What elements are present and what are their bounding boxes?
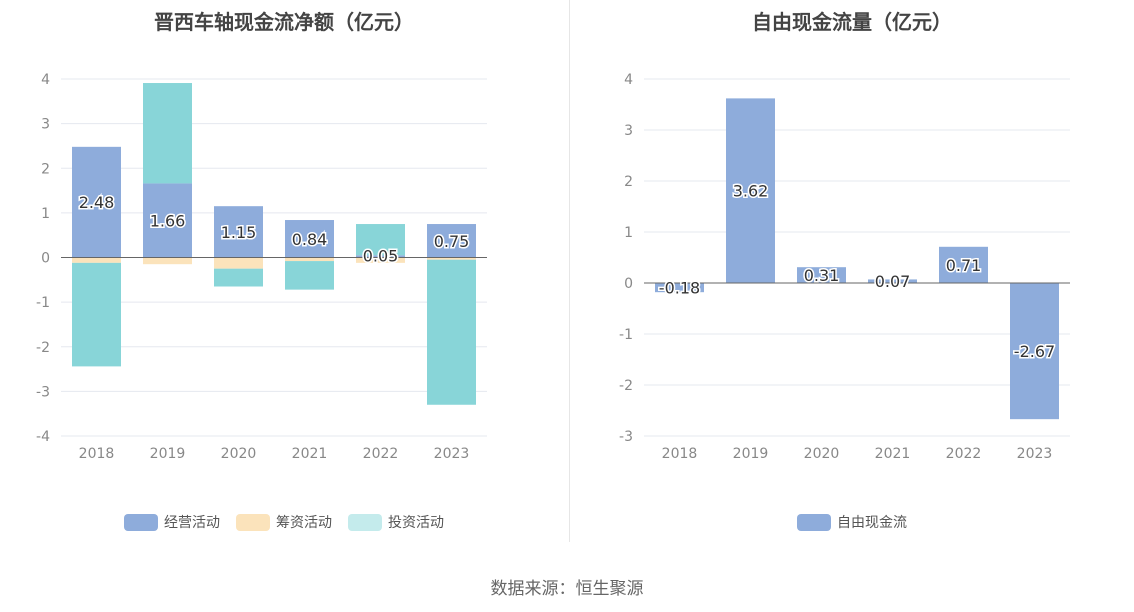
y-tick-label: 3 <box>624 123 633 139</box>
x-tick-label: 2018 <box>79 446 115 462</box>
data-label-operating: 1.15 <box>221 223 257 242</box>
x-tick-label: 2023 <box>1017 446 1053 462</box>
legend-item-fcf[interactable]: 自由现金流 <box>797 512 907 532</box>
y-tick-label: -3 <box>36 384 50 400</box>
y-tick-label: -2 <box>36 340 50 356</box>
data-label-fcf: -2.67 <box>1014 342 1055 361</box>
bar-financing <box>214 257 263 269</box>
bar-investing <box>356 224 405 256</box>
legend-item-financing[interactable]: 筹资活动 <box>236 512 332 532</box>
cashflow-chart-panel: 晋西车轴现金流净额（亿元） 4 3 2 1 0 -1 -2 -3 -4 2018 2019 2020 2… <box>0 0 568 545</box>
y-tick-label: 1 <box>41 206 50 222</box>
panel-divider <box>569 0 570 542</box>
y-tick-label: 0 <box>41 251 50 267</box>
y-tick-label: -3 <box>619 429 633 445</box>
bar-operating <box>214 206 263 258</box>
y-tick-label: 3 <box>41 117 50 133</box>
bar-fcf <box>939 246 988 283</box>
y-tick-label: 2 <box>624 174 633 190</box>
data-label-operating: 2.48 <box>79 193 115 212</box>
bar-financing <box>427 257 476 260</box>
y-tick-label: 0 <box>624 276 633 292</box>
fcf-chart-panel: 自由现金流量（亿元） 4 3 2 1 0 -1 -2 -3 2018 2019 2020 2021 20… <box>570 0 1134 545</box>
x-tick-label: 2022 <box>363 446 399 462</box>
legend-swatch-investing <box>348 513 382 531</box>
data-label-fcf: 0.31 <box>804 266 840 285</box>
cashflow-chart-plot: 4 3 2 1 0 -1 -2 -3 -4 2018 2019 2020 2021 2022 2023 2.4… <box>36 72 487 462</box>
x-tick-label: 2018 <box>662 446 698 462</box>
bar-financing <box>356 257 405 263</box>
bar-operating <box>285 220 334 258</box>
legend-label-investing: 投资活动 <box>388 515 444 531</box>
legend-item-operating[interactable]: 经营活动 <box>124 512 220 532</box>
x-tick-label: 2019 <box>733 446 769 462</box>
bar-fcf <box>655 283 704 293</box>
bar-financing <box>143 257 192 265</box>
data-label-fcf: 0.07 <box>875 272 911 291</box>
legend-label-operating: 经营活动 <box>164 515 220 531</box>
x-tick-label: 2023 <box>434 446 470 462</box>
bar-financing <box>285 257 334 262</box>
x-tick-label: 2020 <box>221 446 257 462</box>
x-tick-label: 2020 <box>804 446 840 462</box>
x-tick-label: 2021 <box>292 446 328 462</box>
data-source-note: 数据来源：恒生聚源 <box>490 579 644 599</box>
y-tick-label: 4 <box>624 72 633 88</box>
y-tick-label: -4 <box>36 429 50 445</box>
bar-operating <box>427 224 476 258</box>
data-label-operating: 0.05 <box>363 247 399 266</box>
x-tick-label: 2021 <box>875 446 911 462</box>
data-label-operating: 0.75 <box>434 232 470 251</box>
cashflow-chart-title: 晋西车轴现金流净额（亿元） <box>154 10 414 34</box>
bar-investing <box>214 268 263 287</box>
bar-fcf <box>797 267 846 283</box>
y-tick-label: -1 <box>36 295 50 311</box>
x-tick-label: 2019 <box>150 446 186 462</box>
y-tick-label: 2 <box>41 161 50 177</box>
y-tick-label: -2 <box>619 378 633 394</box>
bar-investing <box>72 262 121 367</box>
legend-item-investing[interactable]: 投资活动 <box>348 512 444 532</box>
y-tick-label: -1 <box>619 327 633 343</box>
data-label-fcf: 0.71 <box>946 256 982 275</box>
bar-fcf <box>726 98 775 283</box>
fcf-chart-plot: 4 3 2 1 0 -1 -2 -3 2018 2019 2020 2021 2022 2023 -0.18… <box>619 72 1070 462</box>
bar-investing <box>143 83 192 184</box>
y-tick-label: 1 <box>624 225 633 241</box>
bar-operating <box>356 255 405 258</box>
bar-financing <box>72 257 121 263</box>
cashflow-legend: 经营活动 筹资活动 投资活动 <box>0 512 568 532</box>
data-label-operating: 1.66 <box>150 211 186 230</box>
legend-label-financing: 筹资活动 <box>276 515 332 531</box>
legend-label-fcf: 自由现金流 <box>837 515 907 531</box>
bar-fcf <box>868 279 917 283</box>
bar-fcf <box>1010 283 1059 420</box>
legend-swatch-financing <box>236 513 270 531</box>
bar-operating <box>143 183 192 258</box>
data-label-fcf: 3.62 <box>733 182 769 201</box>
bar-investing <box>427 259 476 405</box>
fcf-chart-title: 自由现金流量（亿元） <box>752 10 952 34</box>
data-label-operating: 0.84 <box>292 230 328 249</box>
bar-operating <box>72 146 121 258</box>
legend-swatch-operating <box>124 513 158 531</box>
x-tick-label: 2022 <box>946 446 982 462</box>
bar-investing <box>285 261 334 290</box>
y-tick-label: 4 <box>41 72 50 88</box>
fcf-legend: 自由现金流 <box>570 512 1134 532</box>
data-label-fcf: -0.18 <box>659 279 700 298</box>
legend-swatch-fcf <box>797 513 831 531</box>
